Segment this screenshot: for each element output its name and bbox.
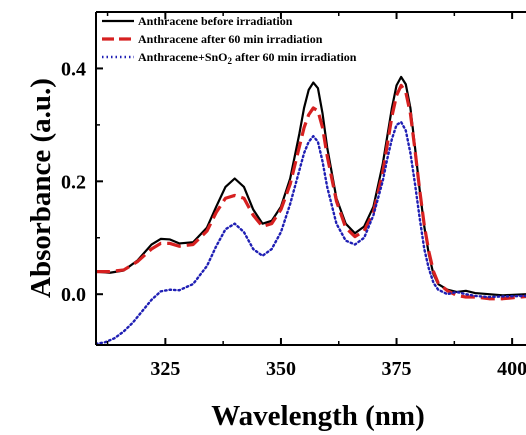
x-tick-label: 400: [497, 358, 526, 380]
y-axis-title: Absorbance (a.u.): [25, 78, 57, 298]
legend-label-3: Anthracene+SnO2 after 60 min irradiation: [138, 50, 357, 66]
y-tick-label: 0.2: [61, 171, 86, 193]
series-layer: [96, 75, 526, 345]
legend-label-1: Anthracene before irradiation: [138, 14, 293, 28]
y-tick-label: 0.4: [61, 58, 86, 80]
x-tick-label: 350: [266, 358, 296, 380]
series-line-2: [96, 83, 526, 301]
x-tick-label: 375: [382, 358, 412, 380]
legend-label-2: Anthracene after 60 min irradiation: [138, 32, 323, 46]
series-line-3: [96, 120, 526, 345]
y-tick-label: 0.0: [61, 284, 86, 306]
x-tick-label: 325: [150, 358, 180, 380]
legend: Anthracene before irradiation Anthracene …: [102, 14, 357, 66]
x-axis-title: Wavelength (nm): [211, 400, 424, 432]
ticks-layer: 325 350 375 400 0.0 0.2 0.4: [61, 11, 526, 380]
